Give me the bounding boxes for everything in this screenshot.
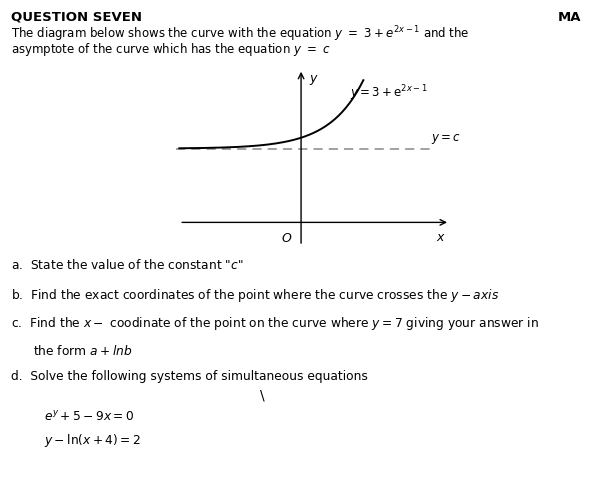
Text: $y - \ln(x + 4) = 2$: $y - \ln(x + 4) = 2$ [44,432,141,449]
Text: MA: MA [558,11,581,24]
Text: $e^y + 5 - 9x = 0$: $e^y + 5 - 9x = 0$ [44,409,135,424]
Text: the form $a + lnb$: the form $a + lnb$ [33,344,132,358]
Text: The diagram below shows the curve with the equation $y\ =\ 3 + e^{2x-1}$ and the: The diagram below shows the curve with t… [11,25,469,44]
Text: c.  Find the $x-$ coodinate of the point on the curve where $y = 7$ giving your : c. Find the $x-$ coodinate of the point … [11,315,539,333]
Text: \: \ [260,388,269,402]
Text: d.  Solve the following systems of simultaneous equations: d. Solve the following systems of simult… [11,369,368,383]
Text: $y$: $y$ [309,73,319,88]
Text: $O$: $O$ [281,232,292,245]
Text: $y = c$: $y = c$ [431,132,461,146]
Text: asymptote of the curve which has the equation $y\ =\ c$: asymptote of the curve which has the equ… [11,41,330,59]
Text: $y = 3 + \mathrm{e}^{2x-1}$: $y = 3 + \mathrm{e}^{2x-1}$ [350,84,427,103]
Text: b.  Find the exact coordinates of the point where the curve crosses the $y-axis$: b. Find the exact coordinates of the poi… [11,287,499,304]
Text: $x$: $x$ [436,231,445,244]
Text: QUESTION SEVEN: QUESTION SEVEN [11,11,141,24]
Text: a.  State the value of the constant "$c$": a. State the value of the constant "$c$" [11,258,243,272]
